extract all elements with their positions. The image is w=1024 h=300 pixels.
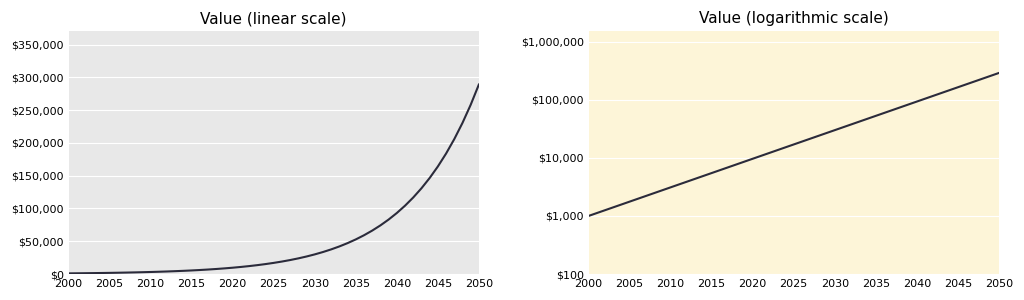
Title: Value (logarithmic scale): Value (logarithmic scale) bbox=[698, 11, 889, 26]
Title: Value (linear scale): Value (linear scale) bbox=[201, 11, 347, 26]
